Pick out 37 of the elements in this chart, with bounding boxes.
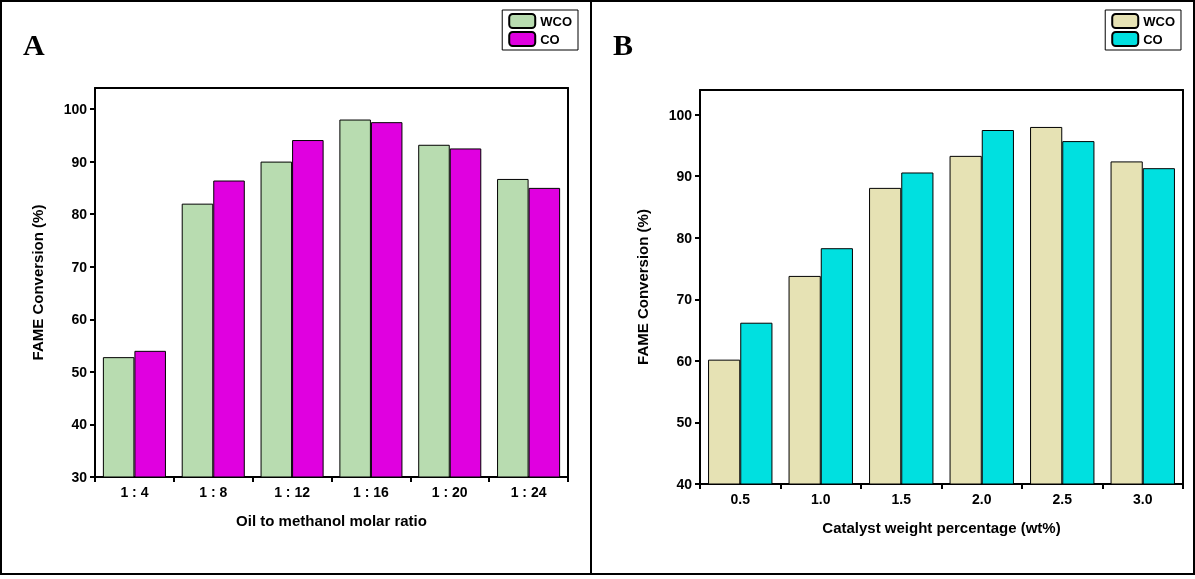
y-tick-label: 70: [676, 291, 693, 308]
x-tick-label: 1 : 24: [510, 484, 547, 500]
legend-label: CO: [540, 31, 560, 47]
y-tick-label: 100: [63, 101, 88, 118]
y-tick-label: 60: [676, 352, 693, 369]
x-axis-title: Catalyst weight percentage (wt%): [822, 519, 1061, 536]
y-tick-label: 80: [676, 229, 693, 246]
y-tick-label: 40: [71, 416, 88, 433]
legend-label: CO: [1143, 31, 1163, 47]
x-tick-label: 0.5: [730, 491, 751, 507]
x-tick-label: 1 : 20: [431, 484, 468, 500]
x-tick-label: 2.5: [1052, 491, 1073, 507]
legend-label: WCO: [1143, 13, 1176, 29]
x-tick-label: 2.0: [972, 491, 992, 507]
y-tick-label: 60: [71, 311, 88, 328]
x-tick-label: 1 : 4: [120, 484, 149, 500]
y-tick-label: 90: [676, 168, 693, 185]
y-tick-label: 80: [71, 206, 88, 223]
x-tick-label: 1 : 16: [353, 484, 390, 500]
x-tick-label: 3.0: [1133, 491, 1153, 507]
y-tick-label: 30: [71, 469, 88, 485]
y-tick-label: 100: [668, 106, 693, 123]
x-tick-label: 1.0: [811, 491, 831, 507]
y-tick-label: 90: [71, 153, 88, 170]
y-tick-label: 70: [71, 258, 88, 275]
chart-title: A: [23, 27, 45, 61]
legend-label: WCO: [540, 13, 573, 29]
y-axis-title: FAME Conversion (%): [29, 204, 46, 361]
x-axis-title: Oil to methanol molar ratio: [236, 512, 427, 529]
y-tick-label: 50: [71, 363, 88, 380]
x-tick-label: 1 : 8: [199, 484, 228, 500]
x-tick-label: 1.5: [891, 491, 912, 507]
y-axis-title: FAME Conversion (%): [634, 209, 651, 365]
y-tick-label: 40: [676, 476, 693, 492]
chart-title: B: [613, 27, 634, 61]
x-tick-label: 1 : 12: [274, 484, 311, 500]
y-tick-label: 50: [676, 414, 693, 431]
